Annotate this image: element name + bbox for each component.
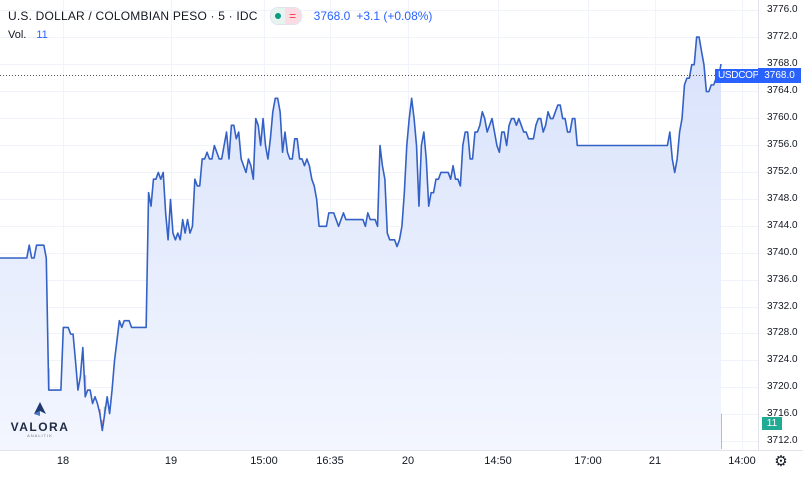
price-axis-label: 3776.0 xyxy=(767,4,798,16)
logo-sub: ANALITIK xyxy=(27,433,53,438)
time-axis-label: 15:00 xyxy=(250,455,278,467)
valora-logo-mark xyxy=(34,402,46,416)
price-axis-label: 3760.0 xyxy=(767,111,798,123)
last-price-tag: 3768.0 xyxy=(758,68,801,83)
price-area xyxy=(0,37,721,451)
price-axis-label: 3772.0 xyxy=(767,31,798,43)
price-axis-label: 3748.0 xyxy=(767,192,798,204)
volume-legend: Vol. 11 xyxy=(8,29,48,41)
time-axis-label: 21 xyxy=(648,455,662,467)
legend-change: +3.1 (+0.08%) xyxy=(356,9,433,23)
price-axis-label: 3712.0 xyxy=(767,435,798,447)
time-axis-label: 16:35 xyxy=(316,455,344,467)
time-axis-label: 14:00 xyxy=(728,455,756,467)
price-axis-label: 3728.0 xyxy=(767,327,798,339)
price-axis-label: 3752.0 xyxy=(767,165,798,177)
gear-icon[interactable]: ⚙ xyxy=(774,453,788,470)
price-axis-label: 3736.0 xyxy=(767,273,798,285)
status-pill[interactable]: = xyxy=(269,7,302,25)
price-axis-label: 3716.0 xyxy=(767,408,798,420)
price-axis-label: 3764.0 xyxy=(767,84,798,96)
volume-tag: 11 xyxy=(762,417,782,430)
time-axis-label: 18 xyxy=(56,455,70,467)
price-axis-label: 3768.0 xyxy=(767,57,798,69)
time-axis-label: 14:50 xyxy=(484,455,512,467)
legend-price: 3768.0 xyxy=(313,9,351,23)
price-line xyxy=(0,36,722,432)
price-axis-label: 3724.0 xyxy=(767,354,798,366)
price-axis-label: 3740.0 xyxy=(767,246,798,258)
chart-legend: U.S. DOLLAR / COLOMBIAN PESO · 5 · IDC =… xyxy=(8,7,432,25)
equals-icon: = xyxy=(284,8,301,24)
time-axis-label: 19 xyxy=(164,455,178,467)
logo-word: VALORA xyxy=(10,420,70,434)
time-axis-label: 17:00 xyxy=(574,455,602,467)
market-open-icon xyxy=(270,8,285,24)
price-axis-label: 3756.0 xyxy=(767,138,798,150)
symbol-title[interactable]: U.S. DOLLAR / COLOMBIAN PESO · 5 · IDC xyxy=(8,9,258,23)
symbol-tag: USDCOP xyxy=(715,69,762,83)
time-axis-label: 20 xyxy=(401,455,415,467)
price-axis-label: 3732.0 xyxy=(767,300,798,312)
volume-label: Vol. xyxy=(8,29,27,41)
price-axis-label: 3720.0 xyxy=(767,381,798,393)
logo: VALORA ANALITIK xyxy=(8,400,72,440)
price-axis-label: 3744.0 xyxy=(767,219,798,231)
volume-value: 11 xyxy=(36,29,48,41)
